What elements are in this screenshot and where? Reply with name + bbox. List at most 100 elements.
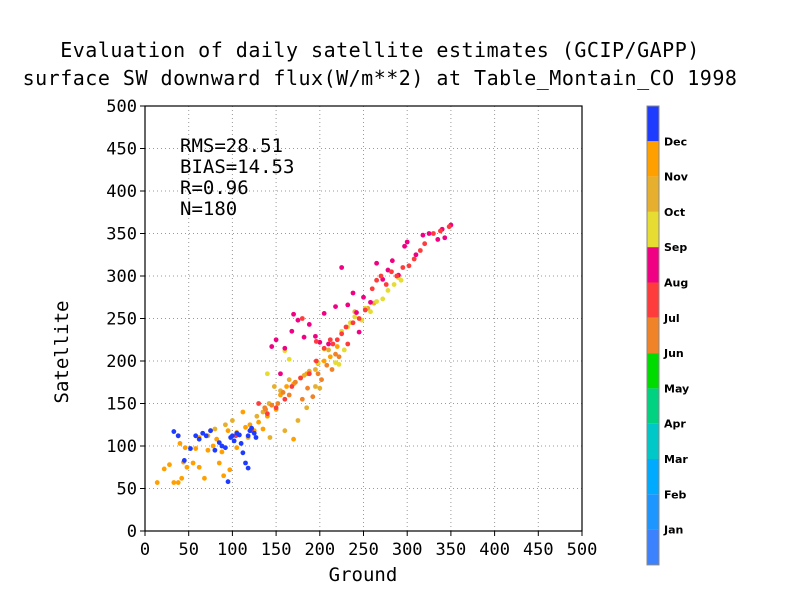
data-point bbox=[350, 320, 356, 326]
data-point bbox=[389, 269, 394, 275]
data-point bbox=[230, 433, 235, 439]
data-point bbox=[442, 235, 448, 241]
colorbar-label: Aug bbox=[664, 277, 688, 290]
data-point bbox=[426, 231, 432, 236]
x-tick-label: 450 bbox=[523, 540, 554, 560]
colorbar-label: Apr bbox=[664, 418, 686, 431]
data-point bbox=[196, 464, 202, 470]
data-point bbox=[188, 446, 193, 451]
data-point bbox=[286, 392, 292, 398]
colorbar-segment bbox=[647, 176, 659, 212]
data-point bbox=[273, 337, 279, 343]
data-point bbox=[333, 360, 338, 366]
data-point bbox=[221, 473, 227, 479]
data-point bbox=[313, 333, 318, 339]
x-tick-label: 100 bbox=[217, 540, 248, 560]
x-axis-label: Ground bbox=[328, 564, 398, 586]
data-point bbox=[339, 331, 345, 337]
data-point bbox=[313, 358, 319, 364]
data-point bbox=[313, 384, 318, 389]
data-point bbox=[251, 430, 257, 436]
data-point bbox=[374, 277, 380, 283]
data-point bbox=[216, 460, 222, 466]
data-point bbox=[284, 384, 289, 389]
data-point bbox=[253, 435, 259, 440]
data-point bbox=[321, 311, 327, 316]
data-point bbox=[295, 317, 301, 323]
data-point bbox=[208, 428, 213, 434]
data-point bbox=[378, 273, 384, 279]
data-point bbox=[339, 265, 345, 270]
data-point bbox=[356, 316, 362, 321]
data-point bbox=[231, 438, 237, 444]
data-point bbox=[330, 341, 336, 347]
colorbar-segment bbox=[647, 141, 659, 177]
data-point bbox=[350, 290, 356, 296]
colorbar-segment bbox=[647, 282, 659, 318]
data-point bbox=[202, 475, 207, 481]
data-point bbox=[354, 310, 359, 315]
data-point bbox=[301, 334, 307, 340]
data-point bbox=[161, 466, 167, 472]
data-point bbox=[182, 445, 188, 451]
data-point bbox=[298, 375, 303, 381]
x-tick-label: 0 bbox=[140, 540, 150, 560]
data-point bbox=[327, 337, 333, 343]
data-point bbox=[264, 371, 270, 377]
y-tick-label: 100 bbox=[106, 437, 137, 457]
data-point bbox=[301, 373, 307, 378]
data-point bbox=[234, 445, 240, 451]
data-point bbox=[317, 385, 323, 391]
data-point bbox=[193, 446, 199, 451]
x-tick-label: 400 bbox=[479, 540, 510, 560]
colorbar-label: Oct bbox=[664, 206, 685, 219]
data-point bbox=[345, 341, 351, 347]
data-point bbox=[243, 424, 248, 430]
data-points bbox=[154, 222, 454, 485]
data-point bbox=[236, 432, 242, 438]
colorbar-segment bbox=[647, 353, 659, 389]
stat-line: RMS=28.51 bbox=[180, 135, 283, 157]
data-point bbox=[179, 475, 185, 481]
data-point bbox=[362, 307, 368, 313]
x-tick-label: 250 bbox=[348, 540, 379, 560]
data-point bbox=[286, 377, 292, 383]
data-point bbox=[400, 265, 406, 270]
data-point bbox=[313, 339, 319, 344]
x-tick-label: 500 bbox=[567, 540, 598, 560]
data-point bbox=[438, 228, 443, 234]
data-point bbox=[369, 286, 375, 292]
colorbar-segment bbox=[647, 247, 659, 283]
data-point bbox=[334, 337, 340, 343]
colorbar-label: Dec bbox=[664, 135, 687, 148]
data-point bbox=[238, 441, 244, 446]
data-point bbox=[249, 425, 255, 431]
colorbar-label: Nov bbox=[664, 171, 689, 184]
colorbar-label: Jul bbox=[663, 312, 680, 325]
colorbar-label: Feb bbox=[664, 488, 687, 501]
colorbar-segment bbox=[647, 317, 659, 354]
data-point bbox=[420, 232, 426, 238]
data-point bbox=[356, 329, 362, 335]
y-tick-label: 200 bbox=[106, 352, 137, 372]
data-point bbox=[380, 296, 386, 302]
data-point bbox=[368, 299, 373, 305]
colorbar-segment bbox=[647, 529, 659, 565]
stat-line: N=180 bbox=[180, 198, 237, 220]
data-point bbox=[225, 428, 231, 434]
data-point bbox=[269, 402, 275, 408]
colorbar-segment bbox=[647, 494, 659, 530]
data-point bbox=[394, 273, 400, 279]
data-point bbox=[223, 445, 228, 451]
colorbar-label: Jan bbox=[663, 524, 683, 537]
x-tick-label: 300 bbox=[392, 540, 423, 560]
x-tick-label: 50 bbox=[178, 540, 198, 560]
colorbar-label: Mar bbox=[664, 453, 688, 466]
data-point bbox=[205, 447, 211, 453]
colorbar-segment bbox=[647, 106, 659, 142]
data-point bbox=[212, 447, 218, 453]
data-point bbox=[230, 418, 235, 423]
data-point bbox=[319, 377, 324, 383]
data-point bbox=[275, 401, 281, 406]
data-point bbox=[374, 299, 380, 304]
